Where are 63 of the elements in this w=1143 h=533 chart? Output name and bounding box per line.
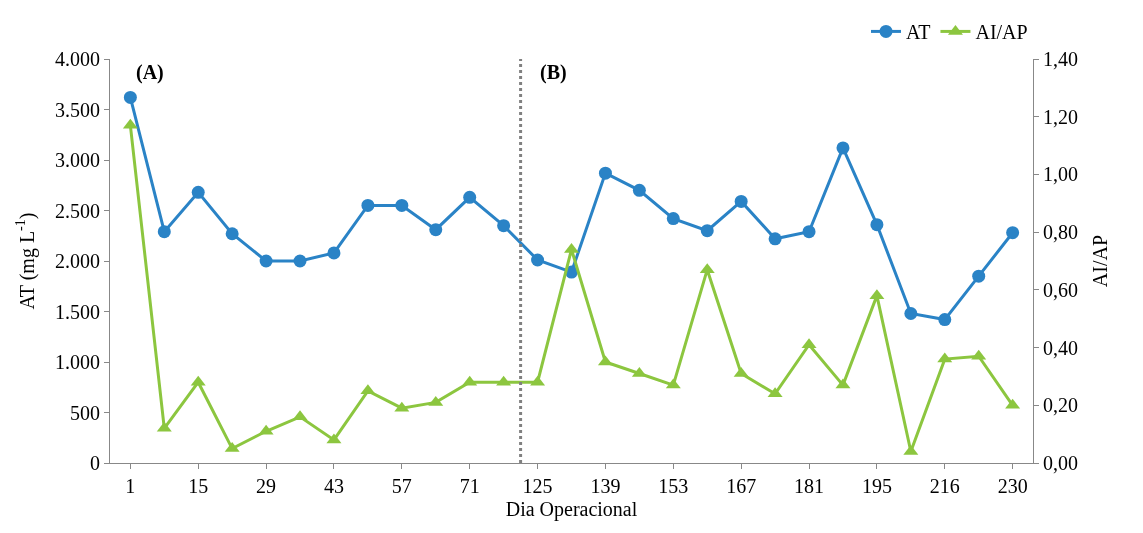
point (768, 232, 782, 246)
y2-tick-label: 0,80 (1043, 221, 1078, 244)
legend-label: AI/AP (975, 21, 1028, 44)
point (531, 253, 545, 267)
x-tick-label: 230 (997, 475, 1028, 497)
x-axis-title: Dia Operacional (505, 497, 638, 521)
x-tick-label: 139 (590, 475, 621, 497)
point (870, 218, 884, 232)
point (157, 225, 171, 239)
point (938, 313, 952, 327)
point (429, 223, 443, 237)
x-tick-label: 15 (188, 475, 209, 497)
point (632, 183, 646, 197)
y2-tick-label: 0,40 (1043, 336, 1078, 359)
y-tick-label: 3.000 (55, 149, 100, 171)
point (395, 198, 409, 212)
x-tick-label: 71 (459, 475, 480, 497)
point (700, 224, 714, 238)
annotation: (B) (540, 61, 567, 84)
y-tick-label: 1.000 (55, 351, 100, 373)
point (904, 307, 918, 321)
x-tick-label: 216 (929, 475, 960, 497)
legend-label: AT (906, 21, 931, 44)
point (598, 166, 612, 180)
x-tick-label: 125 (522, 475, 553, 497)
y-tick-label: 500 (70, 401, 100, 424)
y2-tick-label: 0,20 (1043, 394, 1078, 417)
point (734, 194, 748, 208)
x-tick-label: 181 (794, 475, 825, 497)
x-tick-label: 29 (256, 475, 277, 497)
y-tick-label: 1.500 (55, 300, 100, 323)
x-tick-label: 43 (323, 475, 344, 497)
annotation: (A) (136, 61, 164, 84)
y-tick-label: 2.000 (55, 250, 100, 272)
y2-tick-label: 0,00 (1043, 452, 1078, 474)
y-tick-label: 2.500 (55, 199, 100, 222)
point (327, 246, 341, 260)
point (463, 190, 477, 204)
point (225, 227, 239, 241)
point (666, 212, 680, 226)
point (497, 219, 511, 233)
y2-tick-label: 0,60 (1043, 278, 1078, 301)
x-tick-label: 57 (391, 475, 412, 497)
point (191, 185, 205, 199)
point (293, 254, 307, 268)
x-tick-label: 153 (658, 475, 689, 497)
y2-tick-label: 1,00 (1043, 163, 1078, 186)
point (123, 90, 137, 104)
point (259, 254, 273, 268)
x-tick-label: 167 (726, 475, 757, 497)
point (361, 198, 375, 212)
y2-axis-title: AI/AP (1088, 234, 1111, 288)
point (972, 269, 986, 283)
point (1006, 226, 1020, 240)
x-tick-label: 195 (861, 475, 892, 497)
y2-tick-label: 1,20 (1043, 105, 1078, 128)
y-tick-label: 3.500 (55, 98, 100, 121)
point (836, 141, 850, 155)
x-tick-label: 1 (125, 475, 136, 497)
y2-tick-label: 1,40 (1043, 48, 1078, 70)
y-tick-label: 0 (90, 452, 100, 474)
y-tick-label: 4.000 (55, 48, 100, 70)
point (802, 225, 816, 239)
